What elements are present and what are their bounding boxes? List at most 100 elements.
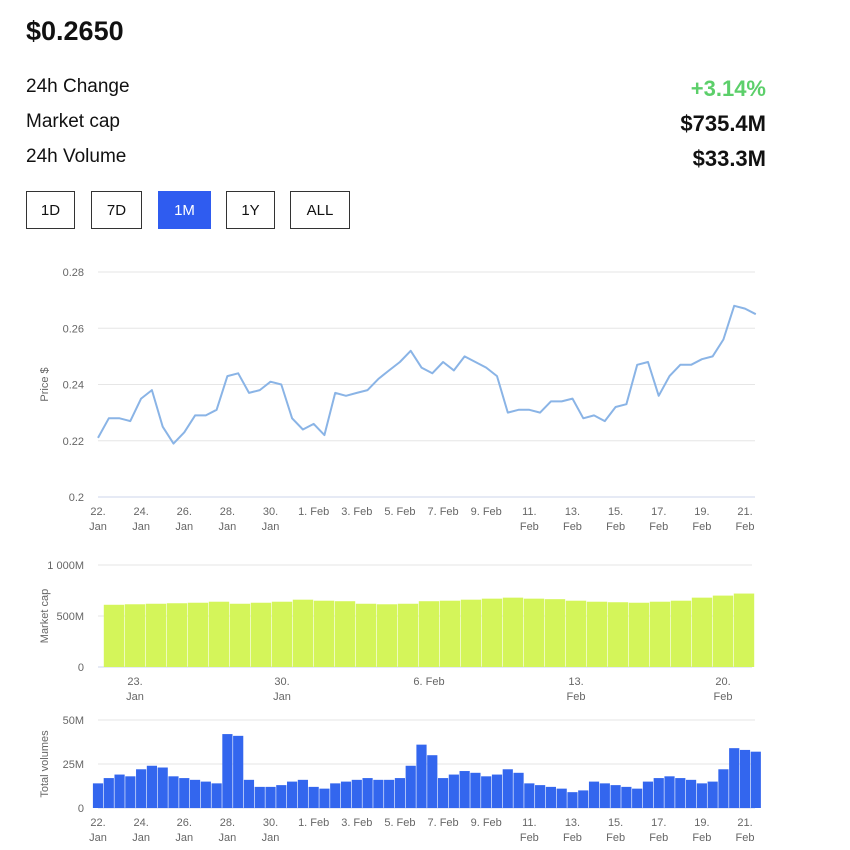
bar (750, 751, 761, 808)
bar (607, 602, 629, 667)
bar (319, 788, 330, 808)
y-axis-label: Market cap (39, 589, 51, 643)
bar (397, 603, 419, 667)
x-tick-label: 1. Feb (298, 817, 329, 829)
bar (189, 779, 201, 808)
bar (340, 781, 352, 808)
bar (588, 781, 600, 808)
x-tick-label: 17. Feb (649, 506, 668, 533)
bar (157, 767, 168, 808)
bar (297, 779, 308, 808)
bar (664, 776, 675, 808)
bar (250, 602, 272, 667)
bar (125, 776, 136, 808)
bar (491, 774, 503, 808)
stat-value: $735.4M (680, 111, 766, 136)
bar (523, 598, 545, 667)
y-tick-label: 0.2 (69, 492, 84, 504)
bar (103, 604, 125, 667)
range-button[interactable]: 1M (158, 191, 211, 229)
range-button[interactable]: 1Y (226, 191, 275, 229)
x-tick-label: 22. Jan (89, 506, 107, 533)
x-tick-label: 3. Feb (341, 817, 372, 829)
bar (628, 602, 650, 667)
x-tick-label: 30. Jan (262, 506, 280, 533)
bar (427, 755, 438, 808)
bar (103, 778, 114, 808)
x-tick-label: 28. Jan (219, 506, 237, 533)
x-tick-label: 20. Feb (714, 676, 733, 703)
bar (459, 771, 470, 808)
bar (287, 781, 298, 808)
x-tick-label: 21. Feb (736, 506, 755, 533)
y-tick-label: 25M (63, 759, 84, 771)
x-tick-label: 11. Feb (520, 506, 539, 533)
bar (621, 786, 632, 808)
bar (470, 772, 481, 808)
bar (481, 598, 503, 667)
x-tick-label: 5. Feb (384, 817, 415, 829)
bar (416, 744, 427, 808)
bar (691, 597, 713, 667)
x-tick-label: 15. Feb (606, 506, 625, 533)
bar (586, 601, 608, 667)
bar (610, 785, 621, 808)
bar (535, 785, 546, 808)
y-tick-label: 1 000M (47, 560, 84, 572)
y-tick-label: 0 (78, 662, 84, 674)
bar (136, 769, 147, 808)
bar (524, 783, 535, 808)
bar (276, 785, 287, 808)
bar (254, 786, 265, 808)
bar (233, 735, 244, 808)
bar (376, 604, 398, 667)
price: $0.2650 (26, 16, 124, 46)
bar (739, 749, 751, 808)
bar (265, 786, 276, 808)
bar (460, 599, 482, 667)
bar (712, 595, 734, 667)
bar (545, 786, 556, 808)
bar (211, 783, 222, 808)
bar (271, 601, 293, 667)
x-tick-label: 7. Feb (427, 817, 458, 829)
x-tick-label: 13. Feb (567, 676, 586, 703)
stat-row: 24h Volume $33.3M (26, 146, 766, 171)
x-tick-label: 9. Feb (471, 506, 502, 518)
x-tick-label: 3. Feb (341, 506, 372, 518)
y-tick-label: 0 (78, 803, 84, 815)
bar (649, 601, 671, 667)
range-button[interactable]: 1D (26, 191, 75, 229)
x-tick-label: 5. Feb (384, 506, 415, 518)
bar (685, 779, 697, 808)
range-button[interactable]: 7D (91, 191, 142, 229)
bar (394, 778, 406, 808)
stat-label: 24h Change (26, 76, 130, 97)
bar (481, 776, 492, 808)
x-tick-label: 6. Feb (413, 676, 444, 688)
x-tick-label: 1. Feb (298, 506, 329, 518)
bar (502, 597, 524, 667)
x-tick-label: 24. Jan (132, 817, 150, 844)
bar (599, 783, 610, 808)
bar (675, 778, 686, 808)
bar (718, 769, 729, 808)
bar (334, 601, 356, 667)
range-button[interactable]: ALL (290, 191, 350, 229)
bar (567, 792, 578, 808)
x-tick-label: 11. Feb (520, 817, 539, 844)
bar (308, 786, 319, 808)
bar (179, 778, 190, 808)
bar (418, 601, 440, 667)
y-tick-label: 0.22 (63, 436, 84, 448)
bar (222, 734, 233, 808)
bar (448, 774, 459, 808)
bar (92, 783, 104, 808)
bar (330, 783, 341, 808)
stat-label: Market cap (26, 111, 120, 132)
bar (373, 779, 384, 808)
bar (292, 599, 314, 667)
bar (351, 779, 362, 808)
bar (544, 599, 566, 667)
